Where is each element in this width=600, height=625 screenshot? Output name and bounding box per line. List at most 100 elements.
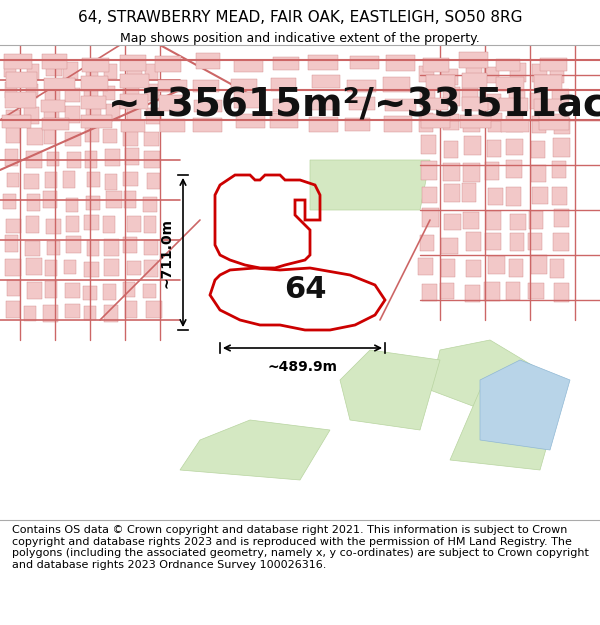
Bar — [234, 60, 263, 72]
Bar — [385, 99, 416, 111]
Bar — [196, 53, 220, 69]
Bar — [273, 99, 297, 112]
Bar — [123, 84, 139, 98]
Bar — [506, 282, 520, 300]
Bar — [160, 119, 185, 132]
Bar — [106, 191, 122, 208]
Bar — [462, 97, 488, 111]
Bar — [193, 118, 222, 132]
Bar — [487, 94, 501, 110]
Bar — [234, 92, 262, 108]
Bar — [43, 191, 57, 208]
Bar — [510, 63, 526, 82]
Bar — [510, 233, 524, 251]
Bar — [46, 219, 61, 234]
Bar — [123, 282, 135, 297]
Bar — [41, 100, 65, 112]
Bar — [193, 80, 219, 92]
Bar — [146, 108, 161, 124]
Bar — [146, 301, 162, 318]
Bar — [6, 72, 37, 88]
Polygon shape — [180, 420, 330, 480]
Bar — [67, 152, 81, 168]
Bar — [26, 258, 42, 275]
Bar — [4, 54, 32, 69]
Bar — [105, 149, 120, 166]
Bar — [506, 160, 522, 178]
Bar — [24, 107, 39, 124]
Bar — [44, 109, 59, 123]
Bar — [24, 174, 39, 189]
Bar — [105, 174, 117, 190]
Bar — [236, 114, 265, 128]
Bar — [496, 59, 520, 71]
Bar — [6, 110, 20, 124]
Bar — [85, 125, 99, 142]
Polygon shape — [340, 350, 440, 430]
Bar — [7, 280, 20, 296]
Bar — [87, 172, 100, 187]
Bar — [27, 128, 43, 145]
Bar — [104, 305, 118, 322]
Bar — [532, 116, 546, 133]
Bar — [82, 58, 109, 72]
Bar — [528, 283, 544, 299]
Bar — [125, 301, 137, 318]
Bar — [84, 262, 99, 277]
Bar — [2, 115, 31, 128]
Bar — [120, 94, 148, 109]
Bar — [124, 191, 136, 208]
Bar — [271, 78, 296, 91]
Bar — [550, 259, 564, 278]
Bar — [47, 152, 59, 166]
Bar — [81, 76, 108, 91]
Bar — [103, 216, 115, 233]
Bar — [534, 75, 562, 90]
Text: 64: 64 — [284, 276, 326, 304]
Bar — [45, 88, 60, 102]
Bar — [423, 58, 449, 72]
Bar — [46, 60, 62, 76]
Bar — [7, 173, 19, 187]
Bar — [125, 148, 139, 165]
Bar — [418, 258, 433, 275]
Bar — [422, 187, 437, 203]
Bar — [231, 79, 257, 91]
Bar — [441, 69, 458, 85]
Bar — [144, 151, 160, 168]
Bar — [540, 58, 567, 71]
Bar — [155, 56, 181, 72]
Bar — [386, 55, 415, 71]
Bar — [26, 151, 42, 168]
Bar — [488, 113, 502, 132]
Bar — [534, 99, 561, 111]
Bar — [308, 55, 338, 70]
Bar — [144, 240, 158, 255]
Bar — [127, 64, 142, 78]
Bar — [554, 283, 569, 302]
Bar — [530, 93, 545, 109]
Bar — [484, 67, 499, 83]
Bar — [121, 120, 145, 132]
Bar — [5, 92, 36, 108]
Bar — [312, 75, 340, 88]
Bar — [444, 184, 460, 202]
Polygon shape — [310, 160, 430, 210]
Bar — [158, 80, 187, 92]
Bar — [441, 238, 458, 254]
Bar — [552, 89, 569, 106]
Bar — [85, 151, 97, 168]
Bar — [422, 98, 448, 110]
Bar — [421, 135, 436, 154]
Bar — [426, 75, 455, 90]
Bar — [485, 233, 501, 250]
Bar — [84, 215, 99, 230]
Bar — [460, 115, 491, 128]
Bar — [65, 304, 80, 318]
Bar — [65, 106, 80, 123]
Bar — [506, 139, 523, 155]
Bar — [143, 197, 157, 212]
Bar — [420, 89, 435, 107]
Bar — [194, 100, 222, 112]
Text: Map shows position and indicative extent of the property.: Map shows position and indicative extent… — [120, 32, 480, 46]
